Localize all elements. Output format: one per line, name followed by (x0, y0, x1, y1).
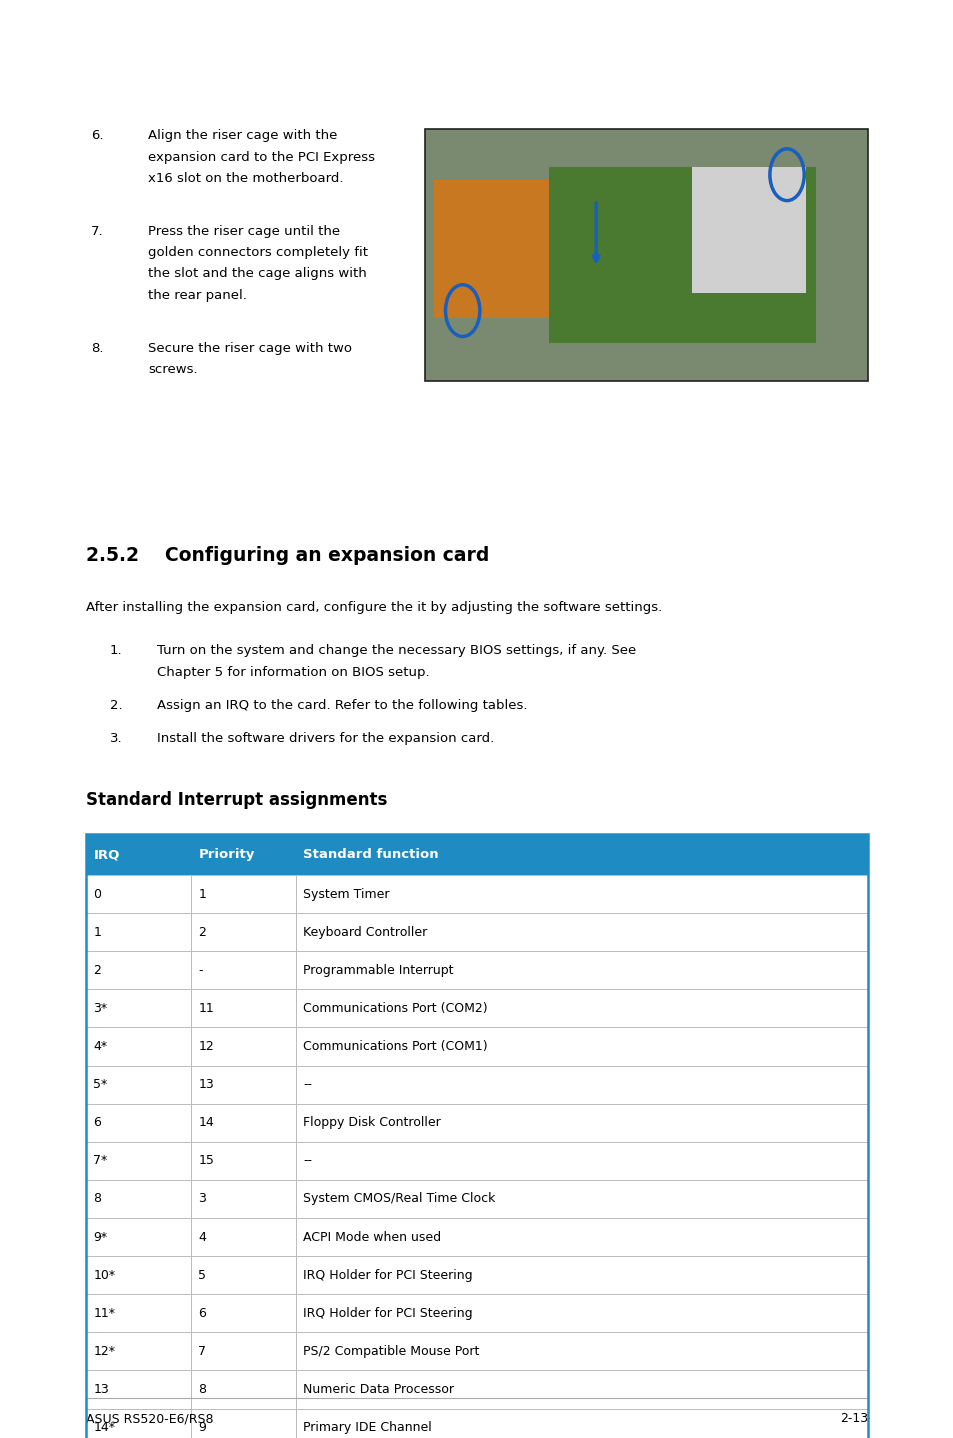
Bar (434, 180, 548, 318)
Bar (86, 1257, 867, 1294)
Bar (86, 1370, 867, 1409)
Bar (86, 834, 867, 1438)
Text: 1: 1 (198, 887, 206, 900)
Bar (86, 1218, 867, 1257)
Text: Turn on the system and change the necessary BIOS settings, if any. See: Turn on the system and change the necess… (157, 644, 636, 657)
Text: 6: 6 (93, 1116, 101, 1129)
Text: screws.: screws. (148, 362, 197, 375)
Text: 14*: 14* (93, 1421, 115, 1434)
Bar (86, 1104, 867, 1142)
Text: 2.5.2    Configuring an expansion card: 2.5.2 Configuring an expansion card (86, 546, 489, 565)
Text: Floppy Disk Controller: Floppy Disk Controller (303, 1116, 440, 1129)
Text: 15: 15 (198, 1155, 214, 1168)
Text: 2.: 2. (110, 699, 122, 712)
Bar (86, 876, 867, 913)
Text: expansion card to the PCI Express: expansion card to the PCI Express (148, 151, 375, 164)
Text: x16 slot on the motherboard.: x16 slot on the motherboard. (148, 173, 343, 186)
Text: Press the riser cage until the: Press the riser cage until the (148, 224, 339, 237)
Text: golden connectors completely fit: golden connectors completely fit (148, 246, 368, 259)
Text: Secure the riser cage with two: Secure the riser cage with two (148, 342, 352, 355)
Text: -: - (198, 963, 203, 976)
Text: 4: 4 (198, 1231, 206, 1244)
Bar (86, 952, 867, 989)
Bar (86, 913, 867, 952)
Text: IRQ Holder for PCI Steering: IRQ Holder for PCI Steering (303, 1268, 473, 1281)
Bar (86, 989, 867, 1028)
Text: PS/2 Compatible Mouse Port: PS/2 Compatible Mouse Port (303, 1345, 479, 1357)
Text: Standard function: Standard function (303, 848, 438, 861)
Text: 11*: 11* (93, 1307, 115, 1320)
Text: the rear panel.: the rear panel. (148, 289, 247, 302)
Bar (86, 1409, 867, 1438)
Text: Programmable Interrupt: Programmable Interrupt (303, 963, 454, 976)
Text: 3*: 3* (93, 1002, 108, 1015)
Text: Keyboard Controller: Keyboard Controller (303, 926, 427, 939)
Text: 8: 8 (198, 1383, 206, 1396)
Text: 5*: 5* (93, 1078, 108, 1091)
Text: Communications Port (COM2): Communications Port (COM2) (303, 1002, 488, 1015)
Text: 3: 3 (198, 1192, 206, 1205)
Text: Align the riser cage with the: Align the riser cage with the (148, 129, 337, 142)
Bar (86, 1333, 867, 1370)
Text: 4*: 4* (93, 1040, 108, 1053)
Text: Install the software drivers for the expansion card.: Install the software drivers for the exp… (157, 732, 495, 745)
Text: the slot and the cage aligns with: the slot and the cage aligns with (148, 267, 366, 280)
Text: Primary IDE Channel: Primary IDE Channel (303, 1421, 432, 1434)
Bar (86, 1066, 867, 1104)
Text: 7: 7 (198, 1345, 206, 1357)
Text: 14: 14 (198, 1116, 214, 1129)
Text: System Timer: System Timer (303, 887, 390, 900)
Text: Communications Port (COM1): Communications Port (COM1) (303, 1040, 488, 1053)
Text: 8: 8 (93, 1192, 101, 1205)
Text: Numeric Data Processor: Numeric Data Processor (303, 1383, 454, 1396)
Text: System CMOS/Real Time Clock: System CMOS/Real Time Clock (303, 1192, 496, 1205)
Text: 13: 13 (93, 1383, 110, 1396)
Text: 2: 2 (198, 926, 206, 939)
Text: 13: 13 (198, 1078, 214, 1091)
Text: 7*: 7* (93, 1155, 108, 1168)
Bar (86, 1028, 867, 1066)
Bar (86, 1142, 867, 1181)
Text: IRQ: IRQ (93, 848, 120, 861)
Text: 12: 12 (198, 1040, 214, 1053)
Text: ASUS RS520-E6/RS8: ASUS RS520-E6/RS8 (86, 1412, 213, 1425)
Bar (691, 167, 805, 293)
Text: IRQ Holder for PCI Steering: IRQ Holder for PCI Steering (303, 1307, 473, 1320)
Text: 9*: 9* (93, 1231, 108, 1244)
Bar (86, 834, 867, 876)
Text: --: -- (303, 1078, 312, 1091)
Text: Chapter 5 for information on BIOS setup.: Chapter 5 for information on BIOS setup. (157, 666, 430, 679)
Bar (424, 129, 867, 381)
Text: Standard Interrupt assignments: Standard Interrupt assignments (86, 791, 387, 810)
Text: 2: 2 (93, 963, 101, 976)
Text: 0: 0 (93, 887, 101, 900)
Text: 8.: 8. (91, 342, 103, 355)
Text: 6.: 6. (91, 129, 103, 142)
Text: 11: 11 (198, 1002, 214, 1015)
Text: 7.: 7. (91, 224, 103, 237)
Text: 9: 9 (198, 1421, 206, 1434)
Text: 5: 5 (198, 1268, 206, 1281)
Text: 6: 6 (198, 1307, 206, 1320)
Text: Assign an IRQ to the card. Refer to the following tables.: Assign an IRQ to the card. Refer to the … (157, 699, 527, 712)
Text: 1: 1 (93, 926, 101, 939)
Bar (86, 1294, 867, 1333)
Text: 12*: 12* (93, 1345, 115, 1357)
Text: 2-13: 2-13 (840, 1412, 867, 1425)
Bar (86, 1181, 867, 1218)
Text: --: -- (303, 1155, 312, 1168)
Text: 10*: 10* (93, 1268, 115, 1281)
Text: Priority: Priority (198, 848, 254, 861)
Text: After installing the expansion card, configure the it by adjusting the software : After installing the expansion card, con… (86, 601, 661, 614)
Text: 1.: 1. (110, 644, 122, 657)
Bar (548, 167, 815, 344)
Text: 3.: 3. (110, 732, 122, 745)
Text: ACPI Mode when used: ACPI Mode when used (303, 1231, 441, 1244)
